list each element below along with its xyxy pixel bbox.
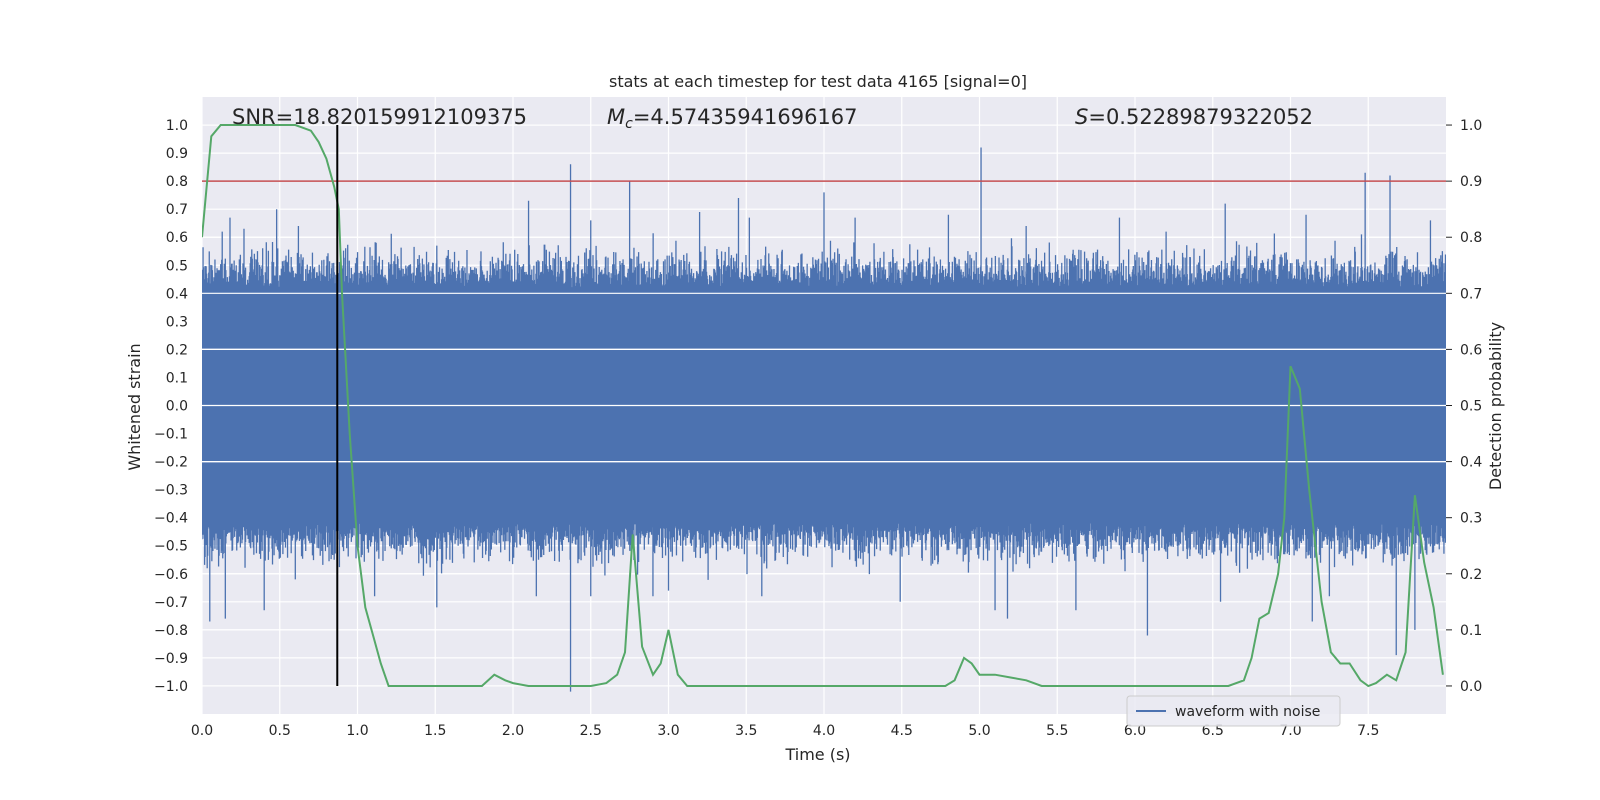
x-tick-label: 4.5 [891,723,913,739]
y-tick-label: 0.0 [166,399,188,415]
left-axis-ticks: 1.0 0.9 0.8 0.7 0.6 0.5 0.4 0.3 0.2 0.1 0.0 −0.1 −0.… [154,118,188,695]
y-tick-label: −0.6 [154,567,188,583]
s-symbol: S [1075,105,1088,129]
mc-symbol: M [607,105,625,129]
right-axis-ticks: 1.0 0.9 0.8 0.7 0.6 0.5 0.4 0.3 0.2 0.1 0.0 [1446,118,1482,695]
y2-tick-label: 0.3 [1460,511,1482,527]
y2-tick-label: 0.6 [1460,342,1482,358]
y-tick-label: 0.9 [166,146,188,162]
y2-tick-label: 0.1 [1460,623,1482,639]
y-tick-label: −0.5 [154,539,188,555]
y2-tick-label: 0.4 [1460,455,1482,471]
y-tick-label: −0.9 [154,651,188,667]
y2-tick-label: 1.0 [1460,118,1482,134]
x-tick-label: 6.0 [1124,723,1146,739]
y-tick-label: 0.1 [166,370,188,386]
x-tick-label: 1.5 [424,723,446,739]
bottom-axis-ticks: 0.0 0.5 1.0 1.5 2.0 2.5 3.0 3.5 4.0 4.5 5.0 5.5 6.0 6… [191,723,1380,739]
y-tick-label: 0.7 [166,202,188,218]
y-tick-label: 0.4 [166,286,188,302]
legend-label-waveform: waveform with noise [1175,704,1320,720]
x-tick-label: 0.5 [269,723,291,739]
y-tick-label: −0.8 [154,623,188,639]
y-tick-label: −0.7 [154,595,188,611]
mc-subscript: c [625,116,633,132]
s-annotation: S=0.52289879322052 [1075,105,1313,129]
y-tick-label: 0.2 [166,342,188,358]
y-axis-label: Whitened strain [125,343,144,470]
x-tick-label: 0.0 [191,723,213,739]
x-tick-label: 5.0 [968,723,990,739]
y-tick-label: −0.2 [154,455,188,471]
mc-value: =4.57435941696167 [633,105,858,129]
x-tick-label: 2.0 [502,723,524,739]
y-tick-label: 0.8 [166,174,188,190]
y-tick-label: −0.4 [154,511,188,527]
y-tick-label: 0.3 [166,314,188,330]
s-value: =0.52289879322052 [1088,105,1313,129]
y-tick-label: −0.1 [154,427,188,443]
x-tick-label: 5.5 [1046,723,1068,739]
mc-annotation: Mc=4.57435941696167 [607,105,858,132]
legend: waveform with noise [1126,695,1341,727]
y2-tick-label: 0.5 [1460,399,1482,415]
x-tick-label: 3.5 [735,723,757,739]
y2-tick-label: 0.9 [1460,174,1482,190]
y2-tick-label: 0.2 [1460,567,1482,583]
detection-probability-series [202,124,1444,688]
x-tick-label: 3.0 [657,723,679,739]
y2-tick-label: 0.8 [1460,230,1482,246]
x-tick-label: 7.0 [1279,723,1301,739]
y-tick-label: 0.6 [166,230,188,246]
chart-title: stats at each timestep for test data 416… [609,72,1027,91]
plot-content [202,124,1446,692]
y-tick-label: 1.0 [166,118,188,134]
y2-axis-label: Detection probability [1486,322,1505,490]
x-tick-label: 1.0 [346,723,368,739]
y-tick-label: −0.3 [154,483,188,499]
snr-annotation: SNR=18.820159912109375 [232,105,527,129]
y2-tick-label: 0.0 [1460,679,1482,695]
y-tick-label: −1.0 [154,679,188,695]
x-tick-label: 7.5 [1357,723,1379,739]
y-tick-label: 0.5 [166,258,188,274]
x-tick-label: 2.5 [580,723,602,739]
x-tick-label: 6.5 [1202,723,1224,739]
legend-box [1126,695,1341,727]
x-axis-label: Time (s) [784,745,850,764]
x-tick-label: 4.0 [813,723,835,739]
y2-tick-label: 0.7 [1460,286,1482,302]
